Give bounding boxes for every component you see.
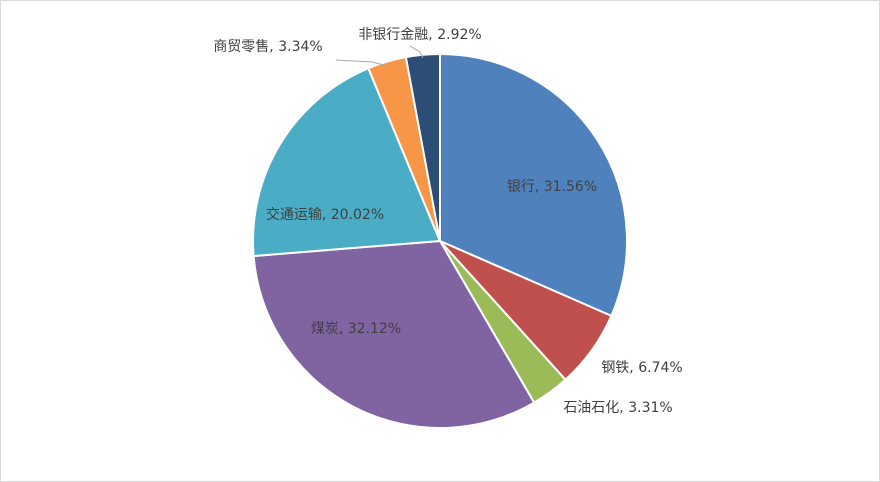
data-label: 非银行金融, 2.92% [358, 27, 481, 43]
leader-line [335, 59, 389, 67]
pie-slice [439, 52, 628, 318]
data-label: 钢铁, 6.74% [601, 360, 682, 376]
data-label: 交通运输, 20.02% [266, 206, 384, 223]
leader-line [409, 45, 424, 59]
pie-slice [404, 52, 441, 242]
data-label: 煤炭, 32.12% [311, 321, 401, 337]
labels: 银行, 31.56% 钢铁, 6.74% 石油石化, 3.31% 煤炭, 32.12%… [213, 27, 682, 416]
pie-slice [252, 66, 442, 258]
data-label: 银行, 31.56% [507, 179, 597, 195]
pie [252, 52, 628, 429]
pie-slice [252, 239, 536, 429]
data-label: 商贸零售, 3.34% [213, 39, 322, 55]
data-label: 石油石化, 3.31% [563, 400, 672, 416]
